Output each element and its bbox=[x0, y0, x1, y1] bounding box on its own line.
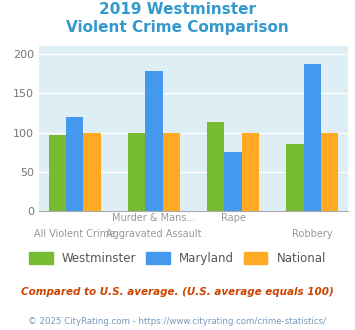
Text: All Violent Crime: All Violent Crime bbox=[34, 229, 115, 239]
Bar bbox=[242, 133, 259, 211]
Bar bbox=[145, 71, 163, 211]
Text: 2019 Westminster: 2019 Westminster bbox=[99, 2, 256, 16]
Bar bbox=[66, 117, 83, 211]
Bar bbox=[49, 135, 66, 211]
Bar bbox=[128, 133, 145, 211]
Bar bbox=[163, 133, 180, 211]
Text: Murder & Mans...: Murder & Mans... bbox=[112, 213, 196, 223]
Text: Robbery: Robbery bbox=[292, 229, 333, 239]
Text: © 2025 CityRating.com - https://www.cityrating.com/crime-statistics/: © 2025 CityRating.com - https://www.city… bbox=[28, 317, 327, 326]
Bar bbox=[207, 122, 224, 211]
Bar bbox=[224, 152, 242, 211]
Legend: Westminster, Maryland, National: Westminster, Maryland, National bbox=[24, 247, 331, 269]
Text: Compared to U.S. average. (U.S. average equals 100): Compared to U.S. average. (U.S. average … bbox=[21, 287, 334, 297]
Bar bbox=[83, 133, 101, 211]
Text: Aggravated Assault: Aggravated Assault bbox=[106, 229, 202, 239]
Bar bbox=[286, 145, 304, 211]
Text: Rape: Rape bbox=[221, 213, 246, 223]
Text: Violent Crime Comparison: Violent Crime Comparison bbox=[66, 20, 289, 35]
Bar bbox=[304, 64, 321, 211]
Bar bbox=[321, 133, 338, 211]
